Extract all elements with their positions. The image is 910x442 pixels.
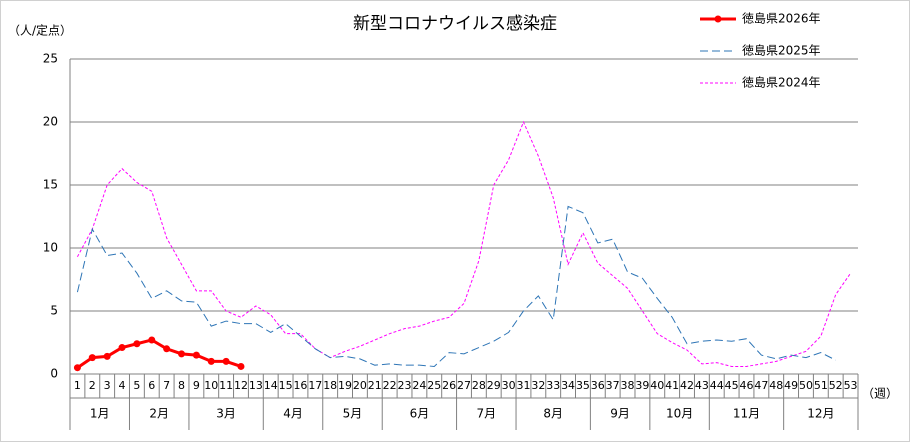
x-tick-label: 31 [516, 379, 530, 392]
chart-title: 新型コロナウイルス感染症 [353, 14, 557, 34]
series-line [76, 205, 836, 367]
x-tick-label: 37 [606, 379, 620, 392]
series-marker [103, 352, 111, 360]
x-tick-label: 2 [89, 379, 96, 392]
x-tick-label: 46 [739, 379, 753, 392]
x-tick-label: 5 [133, 379, 140, 392]
x-tick-label: 23 [398, 379, 412, 392]
x-tick-label: 17 [308, 379, 322, 392]
x-tick-label: 45 [725, 379, 739, 392]
month-label: 3月 [216, 407, 236, 421]
x-tick-label: 33 [546, 379, 560, 392]
y-tick-label: 20 [43, 115, 58, 129]
x-tick-label: 35 [576, 379, 590, 392]
series-line [76, 120, 851, 367]
x-tick-label: 24 [412, 379, 426, 392]
x-tick-label: 32 [531, 379, 545, 392]
y-tick-label: 25 [43, 52, 58, 66]
x-tick-label: 47 [754, 379, 768, 392]
x-tick-label: 4 [119, 379, 126, 392]
series-marker [73, 364, 81, 372]
x-tick-label: 51 [814, 379, 828, 392]
y-tick-label: 0 [50, 367, 58, 381]
x-tick-label: 15 [279, 379, 293, 392]
x-tick-label: 10 [204, 379, 218, 392]
month-label: 1月 [90, 407, 110, 421]
series-marker [237, 362, 245, 370]
x-tick-label: 26 [442, 379, 456, 392]
x-tick-label: 42 [680, 379, 694, 392]
x-tick-label: 3 [104, 379, 111, 392]
x-tick-label: 7 [163, 379, 170, 392]
x-tick-label: 49 [784, 379, 798, 392]
series-marker [207, 357, 215, 365]
x-tick-label: 34 [561, 379, 575, 392]
x-tick-label: 48 [769, 379, 783, 392]
x-tick-label: 53 [844, 379, 858, 392]
series-marker [148, 336, 156, 344]
y-tick-label: 5 [50, 304, 58, 318]
x-tick-label: 41 [665, 379, 679, 392]
series-marker [133, 340, 141, 348]
x-tick-label: 8 [178, 379, 185, 392]
x-tick-label: 28 [472, 379, 486, 392]
x-tick-label: 40 [650, 379, 664, 392]
x-tick-label: 38 [621, 379, 635, 392]
x-tick-label: 52 [829, 379, 843, 392]
y-tick-label: 15 [43, 178, 58, 192]
month-label: 11月 [733, 407, 760, 421]
x-tick-label: 6 [148, 379, 155, 392]
series-marker [118, 344, 126, 352]
month-label: 12月 [807, 407, 834, 421]
x-tick-label: 20 [353, 379, 367, 392]
x-tick-label: 21 [368, 379, 382, 392]
series-marker [88, 354, 96, 362]
month-label: 7月 [476, 407, 496, 421]
x-tick-label: 16 [293, 379, 307, 392]
y-axis-label: （人/定点） [8, 23, 72, 38]
x-tick-label: 18 [323, 379, 337, 392]
legend-marker [714, 15, 722, 23]
month-label: 2月 [149, 407, 169, 421]
x-tick-label: 30 [502, 379, 516, 392]
series-marker [163, 345, 171, 353]
month-label: 9月 [610, 407, 630, 421]
month-label: 4月 [283, 407, 303, 421]
x-tick-label: 25 [427, 379, 441, 392]
series-marker [192, 351, 200, 359]
x-tick-label: 50 [799, 379, 813, 392]
month-label: 10月 [666, 407, 693, 421]
legend-label: 徳島県2024年 [742, 75, 821, 90]
x-tick-label: 43 [695, 379, 709, 392]
x-tick-label: 9 [193, 379, 200, 392]
legend-label: 徳島県2026年 [742, 11, 821, 26]
x-tick-label: 12 [234, 379, 248, 392]
x-tick-label: 39 [635, 379, 649, 392]
y-tick-label: 10 [43, 241, 58, 255]
x-tick-label: 13 [249, 379, 263, 392]
x-tick-label: 22 [383, 379, 397, 392]
x-tick-label: 27 [457, 379, 471, 392]
x-tick-label: 29 [487, 379, 501, 392]
legend-label: 徳島県2025年 [742, 43, 821, 58]
x-tick-label: 11 [219, 379, 233, 392]
x-tick-label: 36 [591, 379, 605, 392]
x-axis-label: （週） [862, 387, 898, 401]
x-tick-label: 14 [264, 379, 278, 392]
month-label: 8月 [543, 407, 563, 421]
x-tick-label: 1 [74, 379, 81, 392]
series-marker [178, 350, 186, 358]
month-label: 5月 [343, 407, 363, 421]
month-label: 6月 [410, 407, 430, 421]
x-tick-label: 19 [338, 379, 352, 392]
series-marker [222, 357, 230, 365]
x-tick-label: 44 [710, 379, 724, 392]
